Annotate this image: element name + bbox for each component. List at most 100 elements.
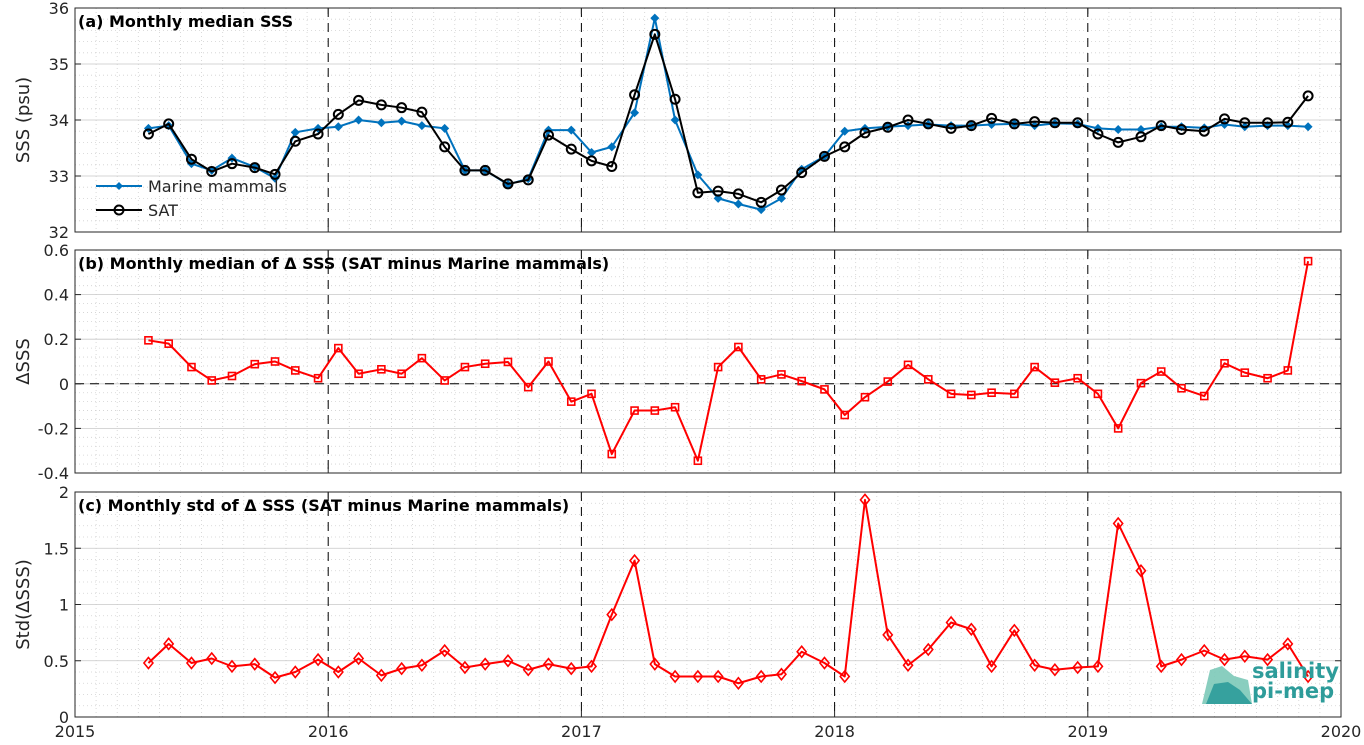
data-point <box>1302 669 1314 684</box>
data-point <box>712 185 724 197</box>
data-point <box>946 389 956 399</box>
data-point <box>439 643 451 658</box>
data-point <box>459 660 471 675</box>
data-point <box>1262 652 1274 667</box>
data-point <box>859 127 871 139</box>
y-axis-label: ΔSSS <box>13 338 34 385</box>
data-point <box>417 121 427 131</box>
data-point <box>902 114 914 126</box>
data-point <box>1303 256 1313 266</box>
data-point <box>566 397 576 406</box>
data-point <box>1239 649 1251 664</box>
data-point <box>945 122 957 134</box>
data-point <box>1155 120 1167 132</box>
data-point <box>270 357 280 366</box>
data-point <box>669 93 681 105</box>
data-point <box>1262 117 1274 129</box>
data-point <box>312 652 324 667</box>
data-point <box>776 193 786 203</box>
plot-area <box>75 250 1341 473</box>
panel-title: (a) Monthly median SSS <box>78 12 293 31</box>
data-point <box>692 187 704 199</box>
data-point <box>187 362 196 372</box>
data-point <box>1113 424 1123 433</box>
y-tick-label: 0 <box>59 375 69 394</box>
data-point <box>1008 118 1020 130</box>
data-point <box>967 390 976 400</box>
data-point <box>1239 117 1251 129</box>
data-point <box>1177 383 1186 393</box>
y-tick-label: 35 <box>49 55 69 74</box>
data-point <box>142 128 154 140</box>
data-point <box>732 676 744 691</box>
data-point <box>650 406 660 415</box>
data-point <box>693 170 703 180</box>
data-point <box>796 644 808 659</box>
data-point <box>882 121 894 133</box>
data-point <box>1219 113 1231 125</box>
data-point <box>523 382 533 392</box>
data-point <box>522 174 534 186</box>
data-point <box>796 167 808 179</box>
data-point <box>502 653 514 668</box>
x-tick-label: 2019 <box>1067 722 1108 741</box>
data-point <box>607 142 617 152</box>
data-point <box>503 357 513 367</box>
data-point <box>207 376 217 385</box>
data-point <box>1240 368 1250 377</box>
data-point <box>332 108 344 120</box>
data-point <box>1093 389 1103 399</box>
data-point <box>606 160 618 172</box>
data-point <box>732 188 744 200</box>
salinity-pi-mep-logo: salinity pi-mep <box>1202 659 1339 704</box>
data-point <box>902 658 914 673</box>
y-tick-label: -0.2 <box>38 419 69 438</box>
panel-title: (b) Monthly median of Δ SSS (SAT minus M… <box>78 254 609 273</box>
data-point <box>163 637 175 651</box>
data-point <box>1220 358 1229 368</box>
data-point <box>630 406 639 415</box>
data-point <box>946 121 956 131</box>
y-tick-label: 32 <box>49 223 69 242</box>
y-tick-label: 0.5 <box>44 652 69 671</box>
data-point <box>353 94 365 106</box>
y-tick-label: 0.4 <box>44 286 69 305</box>
data-point <box>607 449 617 459</box>
data-point <box>1282 637 1294 651</box>
data-point <box>249 657 261 671</box>
data-point <box>585 659 598 674</box>
data-point <box>289 665 301 679</box>
data-point <box>1092 128 1104 140</box>
data-point <box>439 141 451 153</box>
data-point <box>903 360 913 370</box>
data-point <box>1050 378 1060 387</box>
data-point <box>290 366 300 375</box>
data-point <box>649 28 661 40</box>
data-point <box>965 622 977 637</box>
data-point <box>650 13 660 23</box>
data-point <box>185 656 198 670</box>
data-point <box>1282 116 1294 128</box>
data-point <box>839 669 851 684</box>
y-axis-label: Std(ΔSSS) <box>13 559 34 650</box>
data-point <box>269 168 281 180</box>
data-point <box>1283 121 1293 131</box>
data-point <box>290 127 300 137</box>
data-point <box>416 658 428 673</box>
data-point <box>479 164 491 176</box>
y-tick-label: 34 <box>49 111 69 130</box>
y-tick-label: 2 <box>59 483 69 502</box>
panel-c: 0 0.5 1 1.5 2 2015 2016 2017 2018 2019 2020 (c) Mon… <box>13 483 1361 741</box>
data-point <box>1112 516 1124 531</box>
data-point <box>1198 125 1210 137</box>
data-point <box>502 178 514 190</box>
data-point <box>565 143 577 155</box>
data-point <box>713 193 723 203</box>
data-point <box>354 369 363 379</box>
data-point <box>1263 373 1272 383</box>
data-point <box>1073 373 1082 383</box>
data-point <box>755 669 767 684</box>
data-point <box>818 656 831 670</box>
data-point <box>164 339 173 348</box>
data-point <box>226 659 238 674</box>
